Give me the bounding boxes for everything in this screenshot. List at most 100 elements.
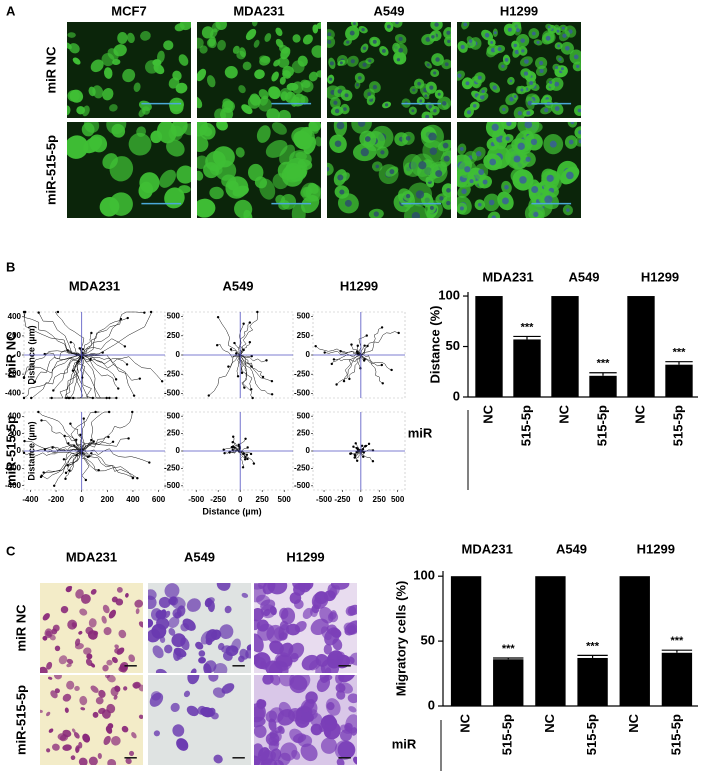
cells bbox=[40, 675, 143, 765]
cell bbox=[197, 705, 207, 715]
bar bbox=[627, 296, 655, 397]
cells bbox=[457, 122, 581, 218]
nucleus bbox=[360, 148, 369, 157]
nucleus bbox=[520, 88, 524, 92]
cell bbox=[108, 609, 117, 619]
x-tick-label: -250 bbox=[334, 495, 351, 504]
nucleus bbox=[549, 80, 553, 85]
cell bbox=[117, 31, 128, 44]
nucleus bbox=[506, 122, 512, 127]
bar bbox=[577, 657, 608, 706]
nucleus bbox=[521, 49, 525, 53]
cell bbox=[190, 668, 197, 673]
track-end bbox=[90, 331, 93, 335]
cell bbox=[148, 618, 154, 628]
cell bbox=[206, 38, 217, 49]
y-tick-label: -500 bbox=[294, 389, 311, 398]
cell bbox=[254, 654, 260, 664]
cell bbox=[153, 63, 165, 75]
cell bbox=[292, 34, 301, 43]
x-tick-label: -400 bbox=[22, 495, 39, 504]
cell bbox=[335, 675, 345, 684]
group-label: MDA231 bbox=[462, 541, 513, 556]
cell bbox=[259, 55, 271, 66]
cell bbox=[62, 693, 72, 702]
bar bbox=[475, 296, 503, 397]
category-label: 515-5p bbox=[584, 714, 599, 755]
cell-track bbox=[81, 450, 134, 479]
nucleus bbox=[527, 100, 533, 106]
cell bbox=[42, 613, 50, 621]
nucleus bbox=[429, 85, 434, 90]
column-label: A549 bbox=[373, 3, 404, 18]
cell bbox=[67, 135, 89, 159]
image-bg bbox=[148, 675, 251, 765]
cell bbox=[324, 728, 331, 738]
cell bbox=[82, 733, 91, 743]
group-label: H1299 bbox=[637, 541, 675, 556]
track-end bbox=[215, 344, 219, 347]
cell bbox=[140, 30, 151, 41]
y-tick-label: 50 bbox=[421, 633, 435, 648]
nucleus bbox=[425, 114, 430, 118]
cell bbox=[297, 55, 308, 67]
group-label: H1299 bbox=[641, 269, 679, 284]
nucleus bbox=[425, 37, 431, 42]
track-end bbox=[107, 435, 110, 439]
cell bbox=[116, 647, 125, 655]
track-end bbox=[132, 394, 136, 397]
x-tick-label: 600 bbox=[152, 495, 166, 504]
bar bbox=[551, 296, 579, 397]
cell bbox=[241, 592, 249, 598]
nucleus bbox=[434, 22, 439, 27]
track-end bbox=[232, 435, 235, 438]
track-end bbox=[229, 348, 233, 351]
track-end bbox=[90, 452, 93, 455]
nucleus bbox=[334, 140, 342, 148]
nucleus bbox=[412, 88, 416, 92]
track-end bbox=[349, 452, 353, 455]
track-end bbox=[51, 446, 54, 449]
cell bbox=[269, 675, 281, 686]
cell bbox=[329, 610, 337, 620]
cell-track bbox=[356, 345, 361, 356]
micrograph bbox=[254, 583, 357, 673]
cell bbox=[135, 608, 140, 615]
cell bbox=[109, 104, 118, 112]
y-tick-label: 250 bbox=[167, 331, 181, 340]
nucleus bbox=[357, 76, 362, 80]
cell bbox=[101, 53, 115, 67]
category-label: 515-5p bbox=[594, 405, 609, 446]
significance: *** bbox=[502, 643, 516, 655]
nucleus bbox=[441, 100, 447, 106]
nucleus bbox=[484, 32, 490, 38]
y-tick-label: 250 bbox=[297, 429, 311, 438]
cell-track bbox=[237, 354, 253, 390]
cell bbox=[204, 660, 217, 673]
track-end bbox=[366, 344, 369, 348]
cell bbox=[328, 585, 340, 598]
cell bbox=[285, 164, 307, 183]
cell-track bbox=[360, 331, 399, 356]
track-end bbox=[123, 345, 127, 348]
cell bbox=[300, 95, 309, 105]
cell bbox=[67, 32, 76, 38]
cell bbox=[133, 682, 140, 689]
cell bbox=[274, 726, 283, 734]
micrograph bbox=[327, 122, 451, 218]
track-end bbox=[248, 321, 252, 324]
cell bbox=[118, 629, 127, 639]
cell bbox=[300, 743, 318, 762]
track-end bbox=[362, 455, 365, 458]
cell-track bbox=[81, 448, 150, 463]
cell bbox=[102, 664, 109, 672]
cell bbox=[128, 654, 136, 662]
cell bbox=[315, 664, 326, 673]
nucleus bbox=[337, 89, 343, 94]
track-end bbox=[380, 363, 384, 367]
cell bbox=[183, 690, 191, 698]
track-end bbox=[348, 377, 351, 381]
nucleus bbox=[560, 67, 564, 71]
